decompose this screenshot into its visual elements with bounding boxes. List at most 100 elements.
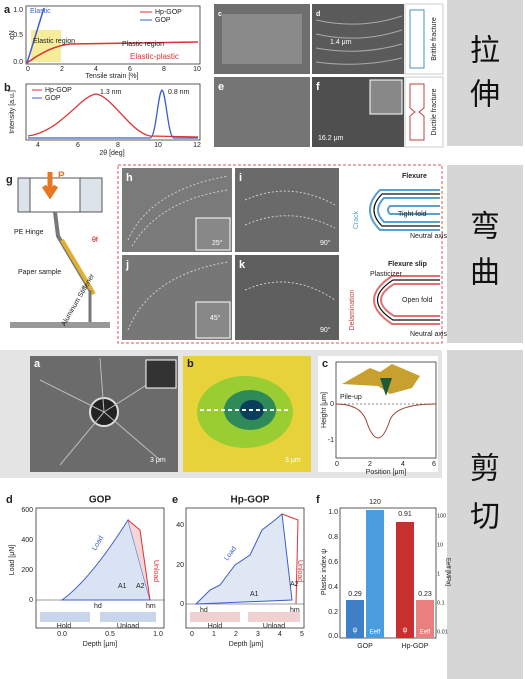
annotation: A1: [118, 583, 127, 590]
schematic-label: Delamination: [349, 289, 356, 330]
y-tick-label: 400: [21, 537, 33, 544]
neutral-axis: [373, 193, 440, 227]
axes: [25, 83, 201, 141]
axes: [35, 507, 165, 629]
section-tab: [447, 0, 523, 146]
fold-schematic: [369, 189, 440, 231]
x-label: Position [μm]: [366, 469, 407, 476]
schematic: [40, 612, 90, 622]
section-tab: [447, 350, 523, 679]
x-tick-label: 1.0: [153, 631, 163, 638]
axes: [185, 507, 305, 629]
x-tick-label: 4: [278, 631, 282, 638]
section-label: 弯: [470, 210, 500, 245]
panel-label: a: [34, 358, 41, 370]
bar-label: Eeff: [370, 630, 381, 636]
x-tick-label: 4: [94, 66, 98, 73]
schematic-label: Neutral axis: [410, 233, 447, 240]
inset: [145, 359, 177, 389]
curve: [26, 41, 199, 64]
annotation: Elastic region: [33, 38, 75, 45]
x-tick-label: GOP: [357, 643, 373, 650]
y-tick-label: 20: [176, 562, 184, 569]
x-tick-label: 4: [36, 142, 40, 149]
annotation: Pile-up: [340, 394, 362, 401]
surface-3d: [380, 378, 392, 396]
x-tick-label: 0.5: [105, 631, 115, 638]
scale-label: 3 μm: [150, 457, 166, 464]
section-label: 切: [470, 500, 500, 535]
section-tab: [447, 165, 523, 343]
y-label: Height [μm]: [321, 392, 328, 428]
x-tick-label: 2: [60, 66, 64, 73]
x-tick-label: 3: [256, 631, 260, 638]
axes: [339, 507, 437, 639]
sem-image: [235, 255, 339, 340]
y-label: Load [μN]: [9, 545, 16, 576]
panel-label: h: [126, 172, 133, 184]
y-tick-label: 0: [180, 601, 184, 608]
annotation: hd: [200, 607, 208, 614]
x-tick-label: 4: [401, 461, 405, 468]
annotation: Load: [91, 535, 105, 552]
schematic-title: Flexure: [402, 173, 427, 180]
angle-label: 90°: [320, 239, 331, 247]
label: θf: [92, 237, 98, 244]
sem-image: [312, 4, 404, 74]
y-tick-label: 0.0: [328, 633, 338, 640]
annotation: Unload: [263, 623, 285, 630]
x-tick-label: 5: [300, 631, 304, 638]
label: PE Hinge: [14, 229, 44, 236]
y2-tick-label: 1: [437, 571, 440, 577]
axes: [335, 361, 437, 459]
x-tick-label: 2: [234, 631, 238, 638]
bar: [346, 600, 364, 638]
value-label: 0.23: [418, 591, 432, 598]
y-tick-label: 1.0: [328, 509, 338, 516]
x-tick-label: 0: [190, 631, 194, 638]
annotation: A1: [250, 591, 259, 598]
x-label: Depth [μm]: [229, 641, 263, 648]
value-label: 0.29: [348, 591, 362, 598]
y-tick-label: -1: [328, 437, 334, 444]
x-tick-label: 2: [368, 461, 372, 468]
annotation: Plastic region: [122, 41, 164, 48]
y-tick-label: 40: [176, 522, 184, 529]
x-label: Depth [μm]: [83, 641, 117, 648]
sem-image: [222, 14, 302, 64]
panel-label: b: [187, 358, 194, 370]
schematic: [190, 612, 240, 622]
x-tick-label: 12: [193, 142, 201, 149]
legend-label: Hp-GOP: [155, 9, 182, 16]
schematic-shape: [409, 9, 425, 69]
y-tick-label: 0: [29, 597, 33, 604]
inset: [195, 301, 231, 339]
curve: [28, 89, 198, 139]
panel-label: k: [239, 259, 246, 271]
y2-tick-label: 10: [437, 542, 443, 548]
profile: [335, 403, 437, 439]
y-label: Intensity [a.u.]: [9, 90, 16, 134]
y-label: Plastic index ψ: [321, 549, 328, 595]
x-tick-label: 6: [76, 142, 80, 149]
y-tick-label: 0.8: [328, 534, 338, 541]
unload-curve: [127, 519, 151, 601]
panel-label: i: [239, 172, 242, 184]
label: Paper sample: [18, 269, 61, 276]
schematic-label: Neutral axis: [410, 331, 447, 338]
y-label: σN: [9, 30, 16, 39]
annotation: Unload: [152, 560, 159, 582]
y-tick-label: 0.5: [13, 32, 23, 39]
x-tick-label: 8: [116, 142, 120, 149]
schematic-shape: [409, 83, 425, 141]
schematic-label: Open fold: [402, 297, 432, 304]
axes: [25, 5, 201, 65]
base: [10, 322, 110, 328]
schematic-title: Flexure slip: [388, 261, 427, 268]
annotation: Elastic: [30, 8, 51, 15]
bar-label: ψ: [353, 627, 358, 634]
y-tick-label: 0.0: [13, 59, 23, 66]
x-tick-label: 0: [335, 461, 339, 468]
panel-label: g: [6, 174, 13, 186]
stiffener: [60, 238, 96, 296]
